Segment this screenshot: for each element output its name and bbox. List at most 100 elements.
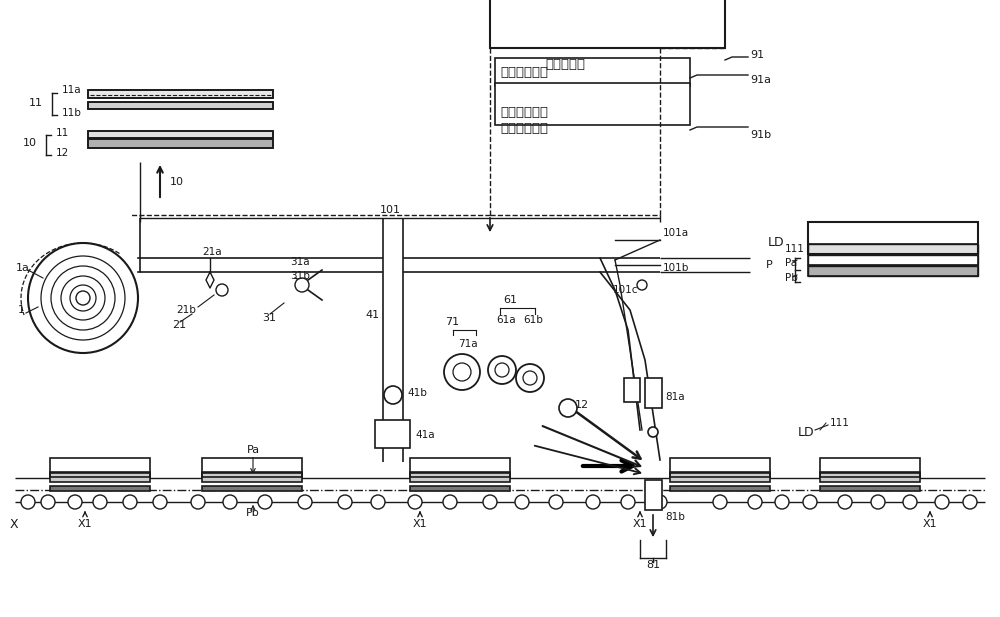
Circle shape <box>28 243 138 353</box>
Circle shape <box>21 495 35 509</box>
Bar <box>808 244 978 254</box>
Text: X: X <box>10 518 19 531</box>
Text: 31b: 31b <box>290 271 310 281</box>
Text: 11: 11 <box>29 98 43 108</box>
Text: Pb: Pb <box>785 273 798 283</box>
Text: 10: 10 <box>170 177 184 187</box>
Circle shape <box>516 364 544 392</box>
Circle shape <box>371 495 385 509</box>
Bar <box>410 486 510 491</box>
Text: 12: 12 <box>56 148 69 158</box>
Bar <box>820 486 920 491</box>
Text: 71: 71 <box>445 317 459 327</box>
Text: 定位置控制部: 定位置控制部 <box>500 122 548 135</box>
Circle shape <box>748 495 762 509</box>
Circle shape <box>495 363 509 377</box>
Circle shape <box>153 495 167 509</box>
Circle shape <box>41 256 125 340</box>
Text: 21a: 21a <box>202 247 222 257</box>
Circle shape <box>51 266 115 330</box>
Bar <box>808 222 978 254</box>
Text: 101a: 101a <box>663 228 689 238</box>
Text: 81a: 81a <box>665 392 685 402</box>
Bar <box>88 102 273 109</box>
Bar <box>202 473 302 482</box>
Bar <box>410 473 510 482</box>
Bar <box>88 131 273 138</box>
Circle shape <box>384 386 402 404</box>
Text: 61a: 61a <box>496 315 516 325</box>
Circle shape <box>41 495 55 509</box>
Bar <box>820 473 920 482</box>
Text: 11a: 11a <box>62 85 82 95</box>
Circle shape <box>70 285 96 311</box>
Bar <box>375 420 410 448</box>
Bar <box>88 102 273 109</box>
Circle shape <box>775 495 789 509</box>
Text: 21b: 21b <box>176 305 196 315</box>
Bar <box>490 0 725 48</box>
Circle shape <box>191 495 205 509</box>
Text: LD: LD <box>798 426 815 439</box>
Bar <box>808 244 978 254</box>
Text: 81b: 81b <box>665 512 685 522</box>
Bar <box>808 255 978 265</box>
Circle shape <box>258 495 272 509</box>
Text: 101: 101 <box>380 205 400 215</box>
Bar <box>88 90 273 98</box>
Circle shape <box>443 495 457 509</box>
Bar <box>410 472 510 477</box>
Text: 10: 10 <box>23 138 37 148</box>
Bar <box>808 266 978 276</box>
Bar <box>202 458 302 477</box>
Bar <box>495 58 690 86</box>
Bar <box>670 473 770 482</box>
Bar <box>495 83 690 125</box>
Bar <box>670 486 770 491</box>
Bar <box>88 139 273 148</box>
Circle shape <box>523 371 537 385</box>
Text: 松紧调节辊固: 松紧调节辊固 <box>500 106 548 118</box>
Text: X1: X1 <box>78 519 92 529</box>
Text: LD: LD <box>768 236 785 249</box>
Circle shape <box>76 291 90 305</box>
Text: X1: X1 <box>923 519 937 529</box>
Text: 111: 111 <box>785 244 805 254</box>
Circle shape <box>223 495 237 509</box>
Bar <box>645 480 662 510</box>
Text: 11: 11 <box>56 128 69 138</box>
Text: P: P <box>766 260 773 270</box>
Text: 11b: 11b <box>62 108 82 118</box>
Bar <box>645 378 662 408</box>
Bar <box>670 458 770 477</box>
Circle shape <box>298 495 312 509</box>
Text: X1: X1 <box>633 519 647 529</box>
Circle shape <box>515 495 529 509</box>
Text: 111: 111 <box>830 418 850 428</box>
Text: 71a: 71a <box>458 339 478 349</box>
Text: 21: 21 <box>172 320 186 330</box>
Text: 101c: 101c <box>612 285 638 295</box>
Text: 41b: 41b <box>407 388 427 398</box>
Bar <box>410 458 510 477</box>
Circle shape <box>549 495 563 509</box>
Text: Pa: Pa <box>785 258 797 268</box>
Text: 41: 41 <box>365 310 379 320</box>
Circle shape <box>68 495 82 509</box>
Circle shape <box>123 495 137 509</box>
Bar <box>808 255 978 265</box>
Circle shape <box>295 278 309 292</box>
Text: X1: X1 <box>413 519 427 529</box>
Text: 惯性力控制部: 惯性力控制部 <box>500 67 548 80</box>
Text: 12: 12 <box>575 400 589 410</box>
Text: 91b: 91b <box>750 130 771 140</box>
Text: 61b: 61b <box>523 315 543 325</box>
Bar <box>88 139 273 148</box>
Circle shape <box>803 495 817 509</box>
Circle shape <box>963 495 977 509</box>
Circle shape <box>444 354 480 390</box>
Circle shape <box>903 495 917 509</box>
Text: Pb: Pb <box>246 508 260 518</box>
Circle shape <box>61 276 105 320</box>
Circle shape <box>648 427 658 437</box>
